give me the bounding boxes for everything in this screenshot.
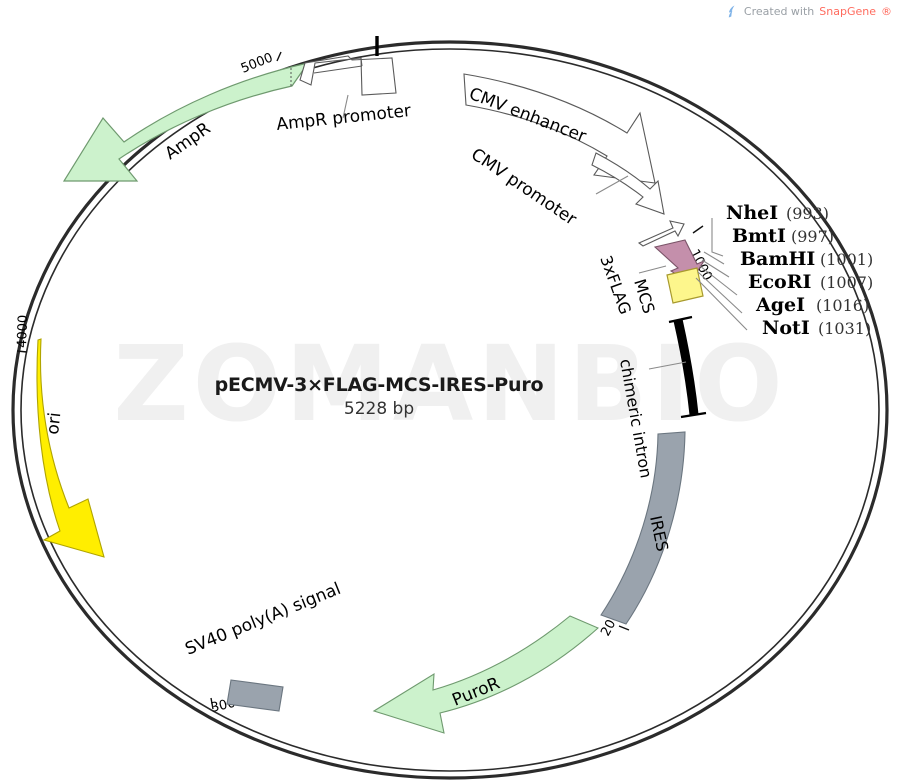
enzyme-name-agei: AgeI — [755, 294, 805, 316]
enzyme-pos-bmti: (997) — [791, 227, 834, 246]
feature-ires[interactable]: IRES — [600, 431, 686, 625]
mcs-box-shape[interactable] — [666, 267, 704, 304]
ori-arrow-shape[interactable] — [36, 338, 105, 558]
cmv-promoter-arrow-shape[interactable] — [591, 152, 665, 215]
unnamed-small-arrow-shape[interactable] — [637, 220, 685, 247]
restriction-site-list: NheI (993) BmtI (997) BamHI (1001) EcoRI… — [726, 202, 873, 339]
enzyme-name-nhei: NheI — [726, 202, 778, 224]
feature-label-3xflag: 3xFLAG — [596, 253, 635, 317]
enzyme-name-bmti: BmtI — [732, 225, 786, 247]
tick-5000-mark — [276, 51, 282, 62]
watermark-text: ZOMANBIO — [113, 323, 786, 445]
tick-4000-mark — [16, 350, 28, 353]
ampr-promoter-arrow-shape[interactable] — [299, 55, 397, 96]
restriction-site-nhei[interactable]: NheI (993) — [726, 202, 829, 224]
feature-label-ampr-promoter: AmpR promoter — [275, 101, 411, 135]
feature-ori[interactable]: ori — [36, 338, 105, 558]
snapgene-brand-text: SnapGene — [819, 5, 876, 18]
ampr-arrow-shape[interactable] — [62, 62, 310, 182]
feature-label-ori: ori — [43, 411, 65, 435]
ampr-promoter-leader — [342, 94, 349, 119]
tick-1000-mark — [692, 225, 704, 234]
backbone-inner-circle — [20, 48, 880, 772]
plasmid-title-block: pECMV-3×FLAG-MCS-IRES-Puro 5228 bp — [215, 374, 544, 419]
feature-ampr[interactable]: AmpR — [62, 62, 310, 182]
restriction-leader-lines — [695, 218, 748, 331]
enzyme-name-bamhi: BamHI — [740, 248, 815, 270]
enzyme-pos-nhei: (993) — [786, 204, 829, 223]
restriction-site-bamhi[interactable]: BamHI (1001) — [740, 248, 873, 270]
snapgene-trademark: ® — [881, 5, 892, 18]
feature-label-sv40-polya: SV40 poly(A) signal — [182, 579, 343, 660]
leader-ecori — [699, 265, 738, 296]
enzyme-pos-bamhi: (1001) — [820, 250, 873, 269]
leader-nhei — [711, 218, 724, 257]
snapgene-logo-icon — [727, 5, 739, 18]
chimeric-intron-cap-top — [668, 315, 693, 324]
tick-label-4000: 4000 — [15, 315, 31, 349]
chimeric-intron-leader — [648, 361, 687, 370]
sv40-polya-box-shape[interactable] — [226, 679, 284, 712]
tick-2000-mark — [618, 625, 630, 631]
feature-label-cmv-promoter: CMV promoter — [467, 145, 580, 230]
leader-bmti — [703, 251, 725, 265]
feature-puror[interactable]: PuroR — [372, 615, 600, 734]
plasmid-backbone — [11, 40, 889, 780]
feature-mcs[interactable]: MCS — [630, 267, 704, 316]
enzyme-pos-ecori: (1007) — [820, 273, 873, 292]
feature-sv40-polya[interactable]: SV40 poly(A) signal — [182, 579, 344, 712]
cmv-promoter-leader — [595, 175, 629, 195]
ampr-promoter-detail — [313, 57, 363, 74]
snapgene-attribution: Created with SnapGene ® — [727, 5, 892, 18]
plasmid-length: 5228 bp — [344, 399, 414, 419]
restriction-site-noti[interactable]: NotI (1031) — [762, 317, 871, 339]
enzyme-name-ecori: EcoRI — [748, 271, 812, 293]
tick-3000-mark — [210, 697, 214, 710]
cmv-enhancer-arrow-shape[interactable] — [463, 73, 656, 184]
puror-arrow-shape[interactable] — [372, 615, 600, 734]
restriction-site-ecori[interactable]: EcoRI (1007) — [748, 271, 873, 293]
snapgene-created-text: Created with — [743, 5, 815, 18]
leader-bamhi — [701, 259, 730, 278]
backbone-outer-circle — [11, 40, 889, 780]
enzyme-pos-agei: (1016) — [816, 296, 869, 315]
chimeric-intron-cap-bottom — [680, 411, 707, 419]
leader-agei — [697, 271, 743, 314]
restriction-site-bmti[interactable]: BmtI (997) — [732, 225, 834, 247]
leader-noti — [695, 277, 748, 331]
feature-unnamed-small-arrow[interactable] — [637, 220, 685, 247]
3xflag-leader — [638, 265, 667, 274]
enzyme-pos-noti: (1031) — [818, 319, 871, 338]
plasmid-name: pECMV-3×FLAG-MCS-IRES-Puro — [215, 374, 544, 396]
ires-box-shape[interactable] — [600, 431, 686, 625]
restriction-site-agei[interactable]: AgeI (1016) — [755, 294, 869, 316]
enzyme-name-noti: NotI — [762, 317, 810, 339]
